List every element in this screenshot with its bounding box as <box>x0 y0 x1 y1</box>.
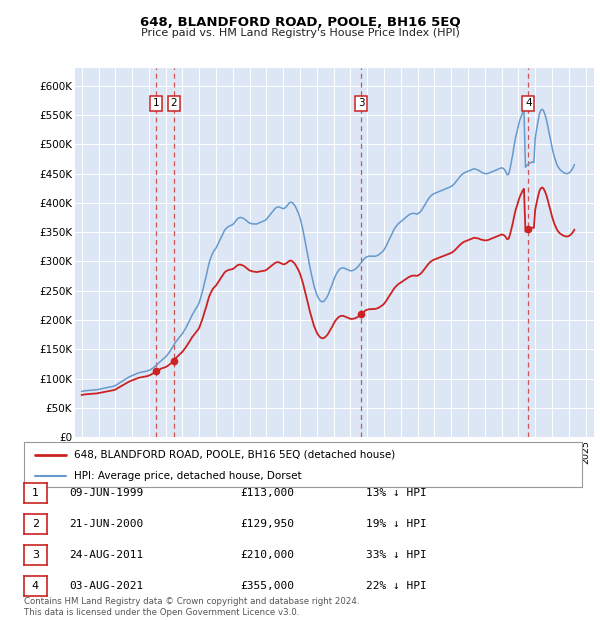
Text: 3: 3 <box>358 98 365 108</box>
Text: 648, BLANDFORD ROAD, POOLE, BH16 5EQ (detached house): 648, BLANDFORD ROAD, POOLE, BH16 5EQ (de… <box>74 450 395 459</box>
Text: 33% ↓ HPI: 33% ↓ HPI <box>366 550 427 560</box>
Text: 1: 1 <box>32 488 39 498</box>
Text: 22% ↓ HPI: 22% ↓ HPI <box>366 581 427 591</box>
Text: Contains HM Land Registry data © Crown copyright and database right 2024.
This d: Contains HM Land Registry data © Crown c… <box>24 598 359 617</box>
Text: 648, BLANDFORD ROAD, POOLE, BH16 5EQ: 648, BLANDFORD ROAD, POOLE, BH16 5EQ <box>140 16 460 29</box>
Text: 19% ↓ HPI: 19% ↓ HPI <box>366 519 427 529</box>
Text: 1: 1 <box>153 98 160 108</box>
Text: 2: 2 <box>170 98 177 108</box>
Text: 4: 4 <box>525 98 532 108</box>
Text: 2: 2 <box>32 519 39 529</box>
Text: 24-AUG-2011: 24-AUG-2011 <box>69 550 143 560</box>
Text: 13% ↓ HPI: 13% ↓ HPI <box>366 488 427 498</box>
Text: £355,000: £355,000 <box>240 581 294 591</box>
Text: Price paid vs. HM Land Registry's House Price Index (HPI): Price paid vs. HM Land Registry's House … <box>140 28 460 38</box>
Text: £210,000: £210,000 <box>240 550 294 560</box>
Text: 03-AUG-2021: 03-AUG-2021 <box>69 581 143 591</box>
Text: HPI: Average price, detached house, Dorset: HPI: Average price, detached house, Dors… <box>74 471 302 480</box>
Text: 21-JUN-2000: 21-JUN-2000 <box>69 519 143 529</box>
Text: £129,950: £129,950 <box>240 519 294 529</box>
Text: £113,000: £113,000 <box>240 488 294 498</box>
Text: 09-JUN-1999: 09-JUN-1999 <box>69 488 143 498</box>
Text: 3: 3 <box>32 550 39 560</box>
Text: 4: 4 <box>32 581 39 591</box>
